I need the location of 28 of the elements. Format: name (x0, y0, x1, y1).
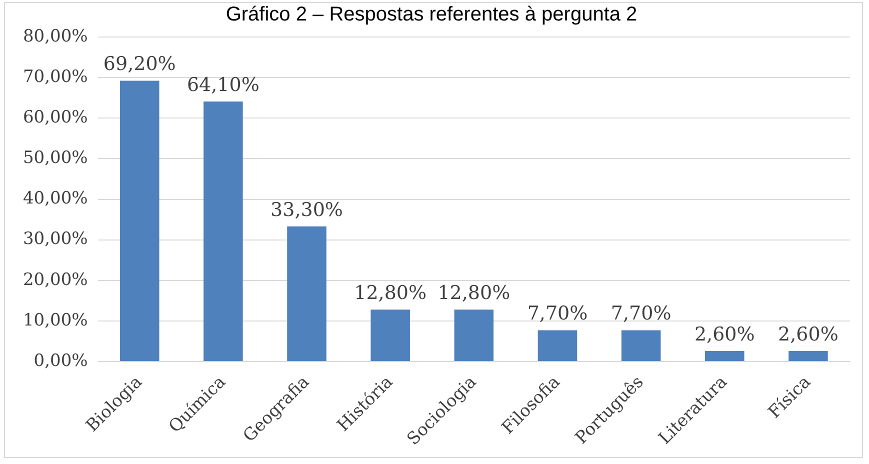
data-label: 7,70% (610, 302, 672, 325)
data-label: 64,10% (186, 74, 260, 96)
bar (287, 226, 326, 361)
y-tick-label: 30,00% (22, 229, 88, 250)
bar (454, 310, 494, 361)
bar (370, 310, 410, 361)
bar (704, 350, 744, 361)
bar (204, 101, 243, 361)
data-label: 7,70% (527, 302, 588, 325)
bar (788, 350, 828, 361)
chart-title: Gráfico 2 – Respostas referentes à pergunta 2 (226, 4, 638, 26)
y-tick-label: 70,00% (22, 66, 88, 87)
data-label: 12,80% (438, 282, 510, 304)
data-label: 2,60% (778, 323, 838, 346)
data-label: 2,60% (694, 323, 755, 346)
y-tick-label: 0,00% (34, 350, 88, 371)
y-tick-label: 60,00% (22, 108, 88, 128)
y-tick-label: 50,00% (22, 148, 88, 168)
data-label: 12,80% (354, 282, 427, 304)
bar (621, 330, 661, 361)
bar (538, 330, 578, 361)
y-tick-label: 10,00% (22, 310, 88, 330)
y-tick-label: 80,00% (22, 26, 88, 46)
data-label: 69,20% (103, 53, 176, 76)
y-tick-label: 20,00% (22, 270, 88, 290)
bar (120, 80, 160, 361)
data-label: 33,30% (270, 198, 343, 221)
y-tick-label: 40,00% (22, 188, 88, 209)
